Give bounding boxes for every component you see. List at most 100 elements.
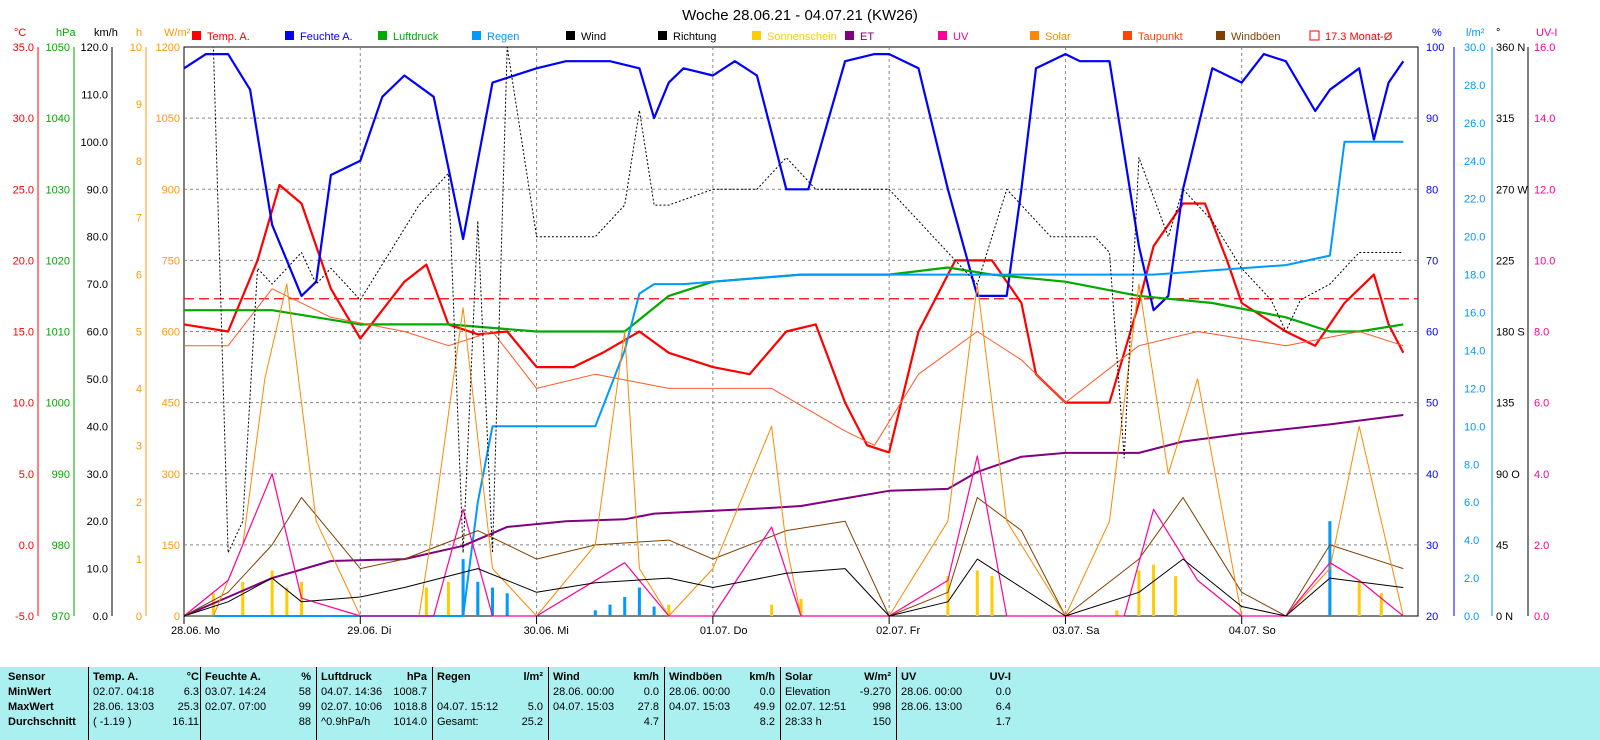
solar-axis-tick: 300 — [162, 469, 180, 481]
humidity-axis-tick: 80 — [1426, 184, 1438, 196]
wind-axis-tick: 60.0 — [87, 327, 108, 339]
series-feuchte-a- — [183, 52, 1405, 312]
axis-unit: UV-I — [1536, 27, 1557, 39]
wind-axis-tick: 90.0 — [87, 184, 108, 196]
stats-solar-avg-t: 28:33 h — [785, 716, 822, 728]
stats-rain-head: Regen — [437, 671, 471, 683]
stats-uv-head: UV — [901, 671, 917, 683]
legend-swatch — [1030, 31, 1039, 40]
rain-bar — [608, 604, 612, 616]
sunshine-bar — [424, 587, 428, 616]
wind-axis-tick: 80.0 — [87, 232, 108, 244]
pressure-axis-tick: 1010 — [46, 327, 70, 339]
stats-temp-unit: °C — [186, 671, 199, 683]
rain-axis-tick: 8.0 — [1464, 459, 1479, 471]
sunshine-bar — [241, 581, 245, 616]
weather-week-chart: Woche 28.06.21 - 04.07.21 (KW26) Temp. A… — [13, 7, 1558, 637]
axes: 35.030.025.020.015.010.05.00.0-5.0105010… — [13, 27, 1558, 623]
rain-axis-tick: 26.0 — [1464, 118, 1485, 130]
legend-label: Feuchte A. — [300, 31, 353, 43]
series-wind — [183, 558, 1404, 617]
wind-axis-tick: 120.0 — [80, 42, 108, 54]
humidity-axis-tick: 30 — [1426, 540, 1438, 552]
legend-label: Luftdruck — [393, 31, 439, 43]
axis-unit: hPa — [56, 27, 76, 39]
sunshine-axis-tick: 5 — [136, 327, 142, 339]
sunshine-bar — [667, 604, 671, 616]
stats-temp-max-t: 28.06. 13:03 — [93, 701, 155, 713]
rain-axis-tick: 0.0 — [1464, 611, 1479, 623]
direction-axis-tick: 270 W — [1496, 184, 1528, 196]
stats-hum-avg-v: 88 — [298, 716, 311, 728]
uv-axis-tick: 10.0 — [1534, 255, 1555, 267]
pressure-axis-tick: 1040 — [46, 113, 70, 125]
sunshine-axis-tick: 2 — [136, 497, 142, 509]
stats-uv-max-t: 28.06. 13:00 — [901, 701, 963, 713]
direction-axis-tick: 180 S — [1496, 327, 1525, 339]
legend-label: Wind — [581, 31, 606, 43]
sunshine-bar — [211, 593, 215, 616]
sunshine-bar — [946, 576, 950, 616]
pressure-axis-tick: 970 — [52, 611, 70, 623]
direction-axis-tick: 225 — [1496, 255, 1514, 267]
solar-axis-tick: 750 — [162, 255, 180, 267]
legend-swatch — [845, 31, 854, 40]
statistics-table: Sensor MinWert MaxWert Durchschnitt Temp… — [0, 667, 1600, 740]
legend-label: 17.3 Monat-Ø — [1325, 31, 1393, 43]
wind-axis-tick: 40.0 — [87, 421, 108, 433]
axis-unit: % — [1432, 27, 1442, 39]
pressure-axis-tick: 1030 — [46, 184, 70, 196]
stats-press-avg-v: 1014.0 — [393, 716, 427, 728]
legend-swatch — [472, 31, 481, 40]
pressure-axis-tick: 990 — [52, 469, 70, 481]
legend-label: Temp. A. — [207, 31, 250, 43]
legend-label: Taupunkt — [1138, 31, 1183, 43]
sunshine-bar — [770, 604, 774, 616]
rain-bar — [637, 587, 641, 616]
temp-axis-tick: 35.0 — [13, 42, 34, 54]
rain-bar — [505, 593, 509, 616]
rain-axis-tick: 30.0 — [1464, 42, 1485, 54]
solar-axis-tick: 1200 — [156, 42, 180, 54]
stats-solar-max-t: 02.07. 12:51 — [785, 701, 847, 713]
pressure-axis-tick: 1020 — [46, 255, 70, 267]
wind-axis-tick: 20.0 — [87, 516, 108, 528]
stats-sensor-label: Sensor — [8, 671, 46, 683]
solar-axis-tick: 150 — [162, 540, 180, 552]
legend-swatch — [1216, 31, 1225, 40]
stats-temp-avg-t: ( -1.19 ) — [93, 716, 132, 728]
pressure-axis-tick: 1000 — [46, 398, 70, 410]
stats-gust-min-v: 0.0 — [759, 686, 775, 698]
stats-avg-label: Durchschnitt — [8, 716, 76, 728]
day-labels: 28.06. Mo 29.06. Di 30.06. Mi 01.07. Do 02.0… — [171, 616, 1276, 637]
sunshine-axis-tick: 3 — [136, 440, 142, 452]
stats-press-unit: hPa — [406, 671, 427, 683]
direction-axis-tick: 360 N — [1496, 42, 1525, 54]
day-label: 04.07. So — [1229, 625, 1276, 637]
series-windb-en — [183, 497, 1404, 617]
sunshine-axis-tick: 9 — [136, 99, 142, 111]
humidity-axis-tick: 100 — [1426, 42, 1444, 54]
day-label: 29.06. Di — [347, 625, 391, 637]
sunshine-bar — [285, 587, 289, 616]
stats-press-max-v: 1018.8 — [393, 701, 427, 713]
sunshine-axis-tick: 6 — [136, 270, 142, 282]
solar-axis-tick: 600 — [162, 327, 180, 339]
sunshine-bar — [1115, 610, 1119, 616]
uv-axis-tick: 2.0 — [1534, 540, 1549, 552]
legend-swatch — [378, 31, 387, 40]
stats-wind-head: Wind — [553, 671, 580, 683]
stats-section-temp: Temp. A. °C 02.07. 04:18 6.3 28.06. 13:03 25.… — [88, 667, 205, 740]
stats-min-label: MinWert — [8, 686, 52, 698]
stats-rain-unit: l/m² — [523, 671, 543, 683]
stats-hum-head: Feuchte A. — [205, 671, 261, 683]
stats-solar-head: Solar — [785, 671, 813, 683]
temp-axis-tick: -5.0 — [15, 611, 34, 623]
series-et — [183, 414, 1404, 617]
legend-label: Regen — [487, 31, 519, 43]
temp-axis-tick: 25.0 — [13, 184, 34, 196]
axis-unit: °C — [14, 27, 26, 39]
temp-axis-tick: 20.0 — [13, 255, 34, 267]
stats-section-press: Luftdruck hPa 04.07. 14:36 1008.7 02.07. 10:… — [316, 667, 433, 740]
axis-unit: W/m² — [164, 27, 191, 39]
